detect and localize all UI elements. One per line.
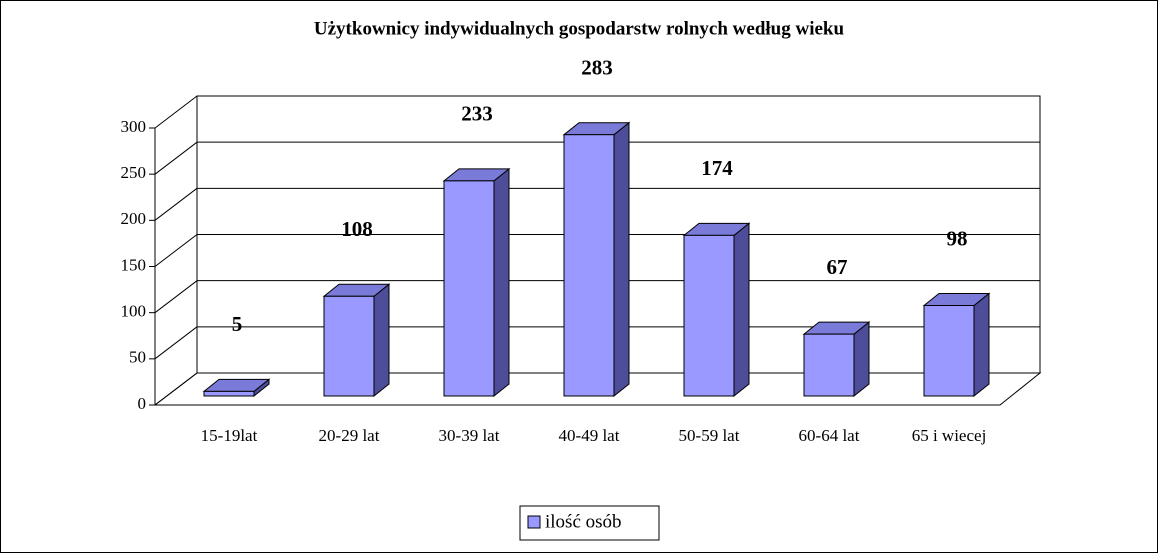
bar-front xyxy=(203,390,255,397)
bar-side xyxy=(973,292,990,398)
bar xyxy=(322,283,391,398)
bar xyxy=(682,222,751,398)
bar-front xyxy=(803,333,855,397)
x-tick-label: 30-39 lat xyxy=(439,426,500,445)
bar-front xyxy=(923,305,975,397)
bar-side xyxy=(613,121,630,398)
grid-segment xyxy=(154,280,198,314)
bar xyxy=(802,321,871,398)
legend-box xyxy=(519,505,660,541)
x-tick-label: 50-59 lat xyxy=(679,426,740,445)
x-tick-label: 65 i wiecej xyxy=(912,426,987,445)
x-tick-label: 60-64 lat xyxy=(799,426,860,445)
data-label: 283 xyxy=(581,56,613,80)
bar-front xyxy=(563,134,615,397)
x-tick-label: 20-29 lat xyxy=(319,426,380,445)
y-tick-label: 0 xyxy=(138,394,147,413)
y-tick-label: 300 xyxy=(121,117,147,136)
data-label: 174 xyxy=(701,156,733,180)
chart-title: Użytkownicy indywidualnych gospodarstw r… xyxy=(314,18,845,39)
x-tick-label: 40-49 lat xyxy=(559,426,620,445)
data-label: 67 xyxy=(827,255,848,279)
legend-swatch xyxy=(527,515,541,529)
bar-front xyxy=(443,180,495,397)
y-tick-label: 200 xyxy=(121,209,147,228)
bar-front xyxy=(323,295,375,397)
bar xyxy=(922,292,991,398)
bar xyxy=(442,167,511,398)
x-tick-label: 15-19lat xyxy=(201,426,258,445)
bar-side xyxy=(493,167,510,398)
grid-segment xyxy=(154,372,198,406)
grid-segment xyxy=(154,95,198,129)
legend-label: ilość osób xyxy=(545,511,622,532)
grid-segment xyxy=(154,187,198,221)
y-tick-label: 50 xyxy=(129,348,146,367)
grid-segment xyxy=(154,141,198,175)
grid-segment xyxy=(154,234,198,267)
bar xyxy=(202,378,271,398)
grid-line xyxy=(154,95,1040,129)
data-label: 98 xyxy=(947,226,968,250)
bar xyxy=(562,121,631,398)
y-tick-label: 150 xyxy=(121,255,147,274)
bar-side xyxy=(733,222,750,398)
data-label: 5 xyxy=(232,312,243,336)
y-tick-label: 250 xyxy=(121,163,147,182)
y-tick-label: 100 xyxy=(121,302,147,321)
bar-side xyxy=(373,283,390,398)
bar-front xyxy=(683,234,735,397)
bar-side xyxy=(853,321,870,398)
data-label: 108 xyxy=(341,217,373,241)
grid-segment xyxy=(154,326,198,360)
data-label: 233 xyxy=(461,102,493,126)
